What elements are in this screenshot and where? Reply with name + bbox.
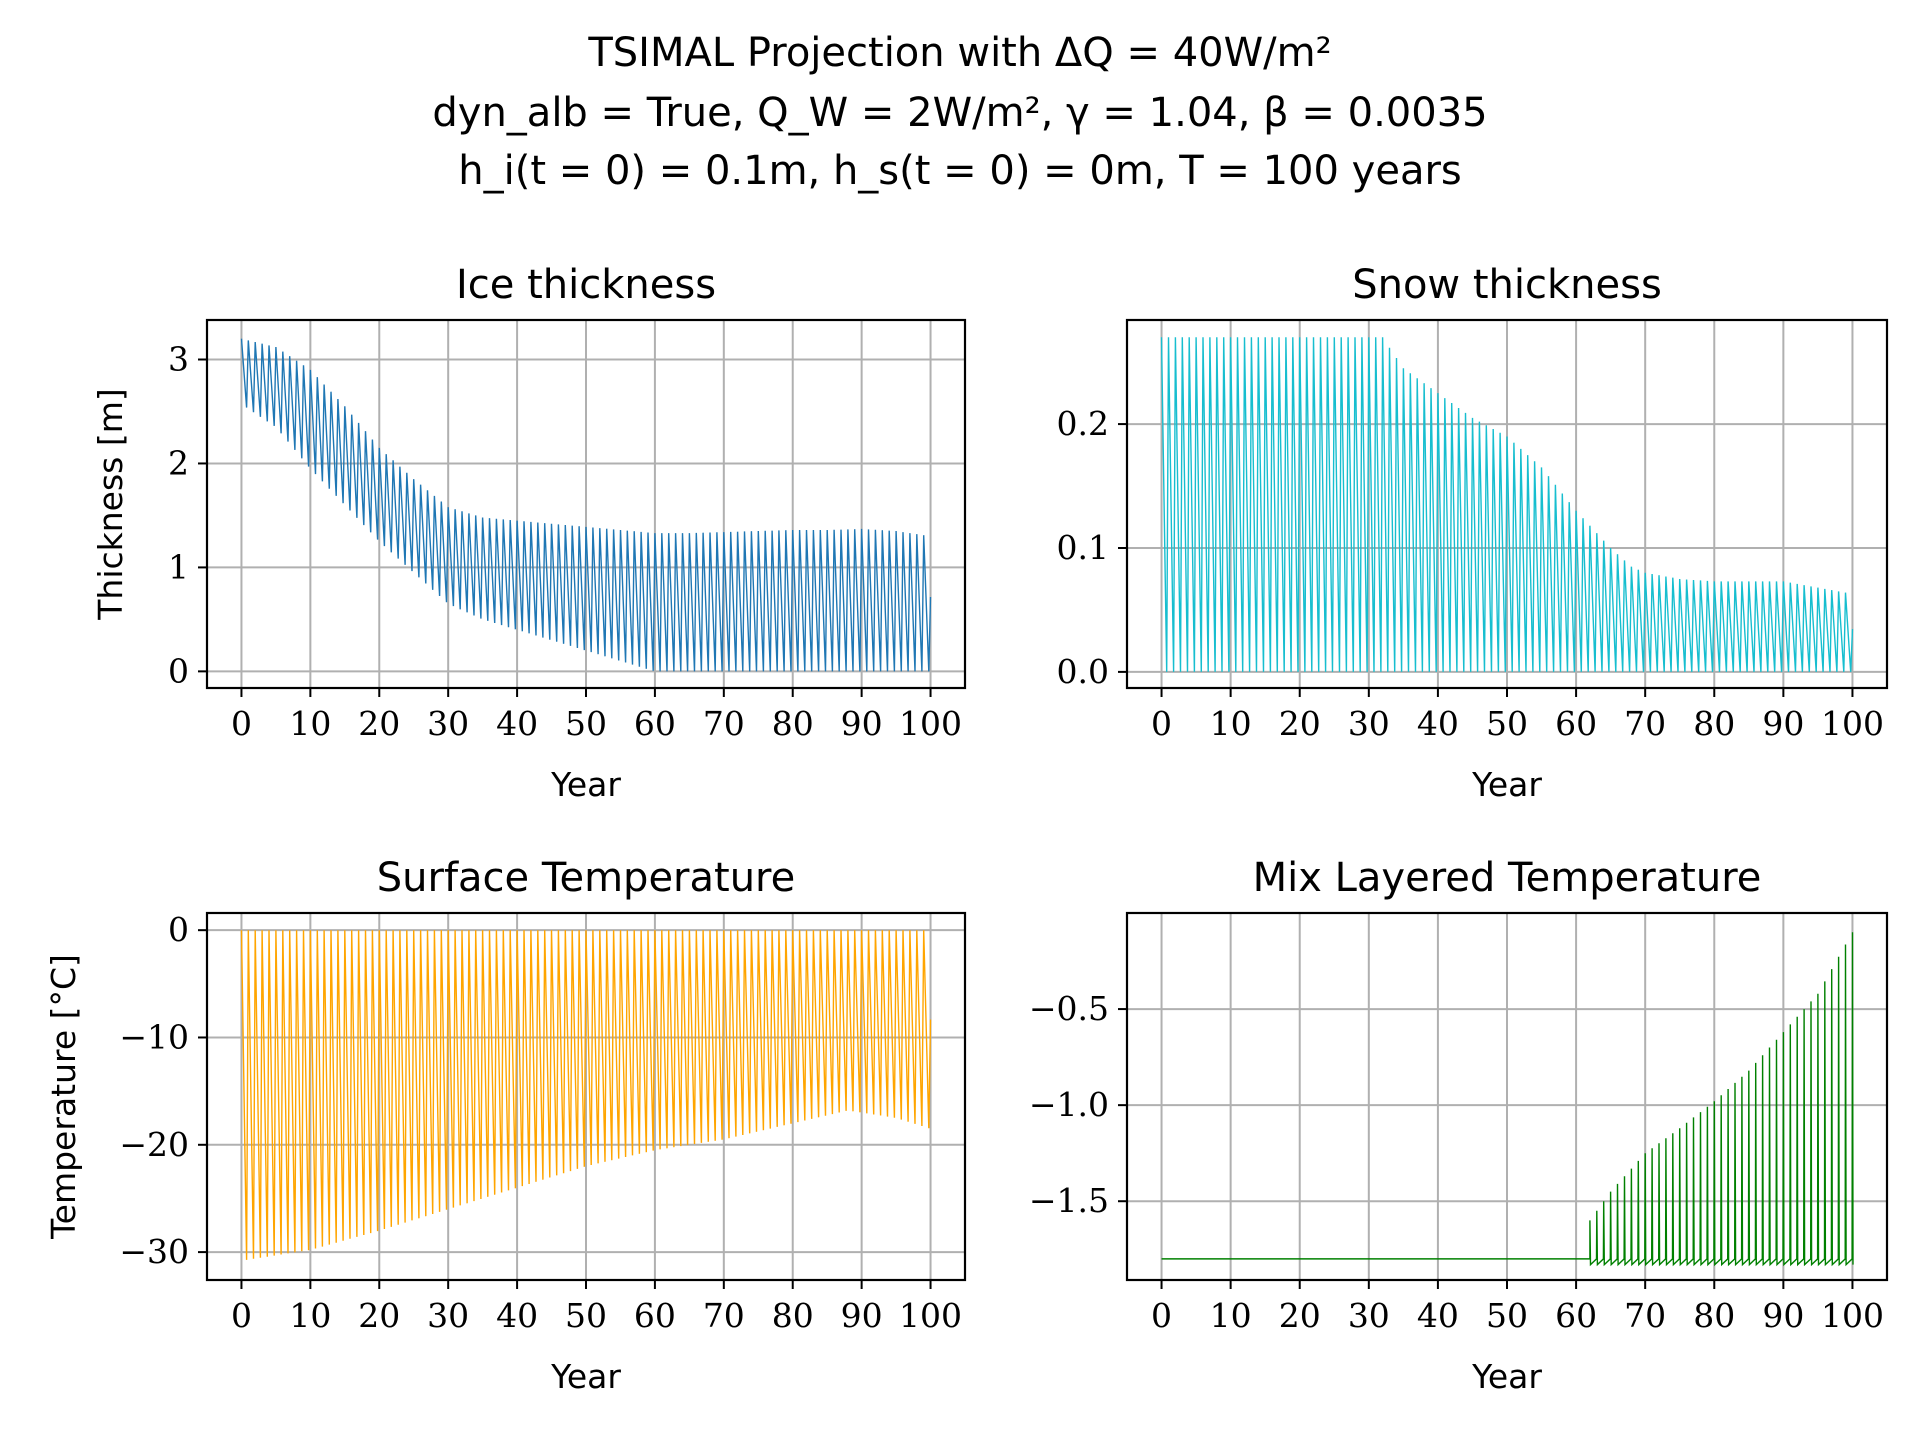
series-line: [240, 930, 932, 1260]
x-tick-label: 20: [358, 1296, 400, 1335]
x-tick-label: 70: [1624, 704, 1666, 743]
panel-snow-thickness: 0 10 20 30 40 50 60 70 80 90 100 0.0 0.1 0.2 Snow thic…: [1057, 262, 1889, 804]
x-tick-label: 60: [1555, 704, 1597, 743]
x-tick-label: 30: [1348, 704, 1390, 743]
x-tick-label: 10: [289, 704, 331, 743]
x-tick-label: 40: [1417, 704, 1459, 743]
series-line: [1161, 932, 1854, 1267]
x-tick-label: 10: [1210, 704, 1252, 743]
panel-ice-thickness: 0 10 20 30 40 50 60 70 80 90 100 0 1 2 3 Ice thickness Y…: [91, 262, 967, 804]
x-axis-label: Year: [550, 765, 621, 804]
x-tick-label: 100: [1821, 704, 1884, 743]
axes-title: Snow thickness: [1352, 262, 1662, 308]
y-tick-label: 0.2: [1057, 404, 1109, 443]
x-tick-label: 100: [899, 1296, 962, 1335]
x-tick-label: 20: [1279, 1296, 1321, 1335]
x-tick-label: 70: [703, 1296, 745, 1335]
y-tick-label: −30: [119, 1232, 189, 1271]
panel-mix-layered-temperature: 0 10 20 30 40 50 60 70 80 90 100 −0.5 −1.0 −1.5 Mix La…: [1029, 855, 1889, 1396]
figure-title-line-1: TSIMAL Projection with ΔQ = 40W/m²: [587, 30, 1331, 76]
series-ice-thickness: [240, 338, 932, 672]
x-tick-label: 50: [1486, 704, 1528, 743]
y-tick-label: 0.0: [1057, 652, 1109, 691]
x-tick-label: 0: [231, 1296, 252, 1335]
x-tick-label: 0: [1151, 704, 1172, 743]
x-tick-label: 30: [427, 1296, 469, 1335]
x-tick-label: 40: [496, 704, 538, 743]
x-tick-label: 10: [289, 1296, 331, 1335]
x-tick-label: 60: [1555, 1296, 1597, 1335]
series-line: [1160, 337, 1854, 672]
panel-surface-temperature: 0 10 20 30 40 50 60 70 80 90 100 0 −10 −20 −30 Surface …: [44, 855, 967, 1396]
x-tick-label: 90: [1762, 1296, 1804, 1335]
x-axis-label: Year: [1471, 1357, 1542, 1396]
x-tick-label: 100: [899, 704, 962, 743]
x-tick-label: 80: [1693, 1296, 1735, 1335]
x-tick-label: 70: [1624, 1296, 1666, 1335]
x-tick-label: 80: [772, 704, 814, 743]
x-tick-label: 90: [841, 1296, 883, 1335]
axes-title: Ice thickness: [456, 262, 716, 308]
y-tick-label: 1: [168, 547, 189, 586]
y-tick-label: 0: [168, 910, 189, 949]
x-tick-label: 100: [1821, 1296, 1884, 1335]
x-tick-label: 50: [1486, 1296, 1528, 1335]
y-axis-label: Temperature [°C]: [44, 954, 83, 1240]
x-tick-label: 0: [231, 704, 252, 743]
y-tick-label: −0.5: [1029, 989, 1109, 1028]
series-line: [240, 338, 932, 672]
y-tick-label: 0.1: [1057, 528, 1109, 567]
x-tick-label: 70: [703, 704, 745, 743]
figure-title: TSIMAL Projection with ΔQ = 40W/m² dyn_a…: [432, 30, 1487, 194]
y-tick-label: −10: [119, 1017, 189, 1056]
x-tick-label: 90: [841, 704, 883, 743]
figure-title-line-3: h_i(t = 0) = 0.1m, h_s(t = 0) = 0m, T = …: [458, 148, 1462, 194]
x-tick-label: 90: [1762, 704, 1804, 743]
x-tick-label: 30: [427, 704, 469, 743]
x-tick-label: 20: [358, 704, 400, 743]
x-tick-label: 60: [634, 1296, 676, 1335]
x-tick-label: 50: [565, 1296, 607, 1335]
x-tick-label: 80: [772, 1296, 814, 1335]
y-axis-label: Thickness [m]: [91, 388, 130, 620]
x-tick-label: 40: [496, 1296, 538, 1335]
x-tick-label: 10: [1210, 1296, 1252, 1335]
y-tick-label: 2: [168, 443, 189, 482]
x-tick-label: 40: [1417, 1296, 1459, 1335]
series-snow-thickness: [1160, 337, 1854, 672]
axes-title: Mix Layered Temperature: [1253, 855, 1762, 901]
y-tick-label: −1.5: [1029, 1181, 1109, 1220]
x-tick-label: 60: [634, 704, 676, 743]
y-tick-label: −1.0: [1029, 1085, 1109, 1124]
series-surface-temperature: [240, 930, 932, 1260]
x-tick-label: 30: [1348, 1296, 1390, 1335]
x-axis-label: Year: [550, 1357, 621, 1396]
x-tick-label: 20: [1279, 704, 1321, 743]
y-tick-label: 0: [168, 651, 189, 690]
y-tick-label: −20: [119, 1125, 189, 1164]
x-axis-label: Year: [1471, 765, 1542, 804]
axes-title: Surface Temperature: [377, 855, 795, 901]
series-mix-layered-temperature: [1161, 932, 1854, 1267]
y-tick-label: 3: [168, 340, 189, 379]
x-tick-label: 80: [1693, 704, 1735, 743]
figure-title-line-2: dyn_alb = True, Q_W = 2W/m², γ = 1.04, β…: [432, 90, 1487, 136]
x-tick-label: 0: [1151, 1296, 1172, 1335]
x-tick-label: 50: [565, 704, 607, 743]
